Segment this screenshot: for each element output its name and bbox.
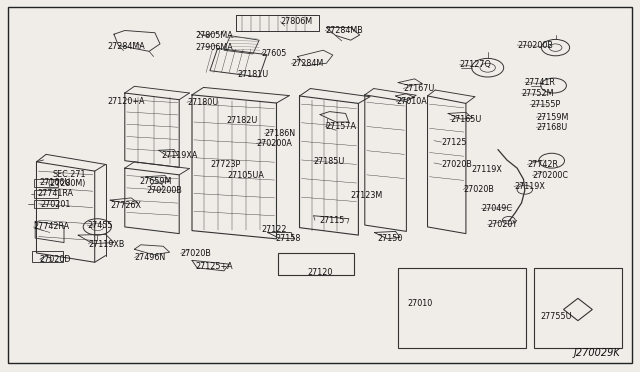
Text: 27752M: 27752M xyxy=(522,89,554,98)
Text: 27125: 27125 xyxy=(442,138,467,147)
Text: 27020B: 27020B xyxy=(463,185,494,194)
Text: 27010A: 27010A xyxy=(396,97,427,106)
Text: 27165U: 27165U xyxy=(450,115,481,124)
Text: 27741R: 27741R xyxy=(525,78,556,87)
Text: 27150: 27150 xyxy=(378,234,403,243)
Text: 27906MA: 27906MA xyxy=(195,43,233,52)
Text: 27181U: 27181U xyxy=(237,70,269,79)
Text: 27127Q: 27127Q xyxy=(460,60,492,69)
Bar xyxy=(278,253,354,275)
Text: 27122: 27122 xyxy=(261,225,287,234)
Text: 27020B: 27020B xyxy=(442,160,472,169)
Bar xyxy=(398,268,526,348)
Text: 27049C: 27049C xyxy=(481,204,512,213)
Bar xyxy=(34,179,58,187)
Text: 27123M: 27123M xyxy=(350,191,382,200)
Text: 27284MB: 27284MB xyxy=(325,26,363,35)
Text: 27742RA: 27742RA xyxy=(33,222,69,231)
Text: 27168U: 27168U xyxy=(536,123,568,132)
Text: 27115: 27115 xyxy=(319,217,345,225)
Text: 27185U: 27185U xyxy=(314,157,345,166)
Text: 270200B: 270200B xyxy=(517,41,553,49)
Text: 27105UA: 27105UA xyxy=(228,171,265,180)
Text: 27723P: 27723P xyxy=(210,160,240,169)
Text: 27741RA: 27741RA xyxy=(37,189,73,198)
Text: 27659M: 27659M xyxy=(140,177,172,186)
Text: 27158: 27158 xyxy=(275,234,301,243)
Text: 27125+A: 27125+A xyxy=(195,262,233,271)
Text: 27020D: 27020D xyxy=(40,255,71,264)
Text: 270200C: 270200C xyxy=(532,171,568,180)
Text: 27167U: 27167U xyxy=(403,84,435,93)
Text: 27159M: 27159M xyxy=(536,113,569,122)
Text: 27020B: 27020B xyxy=(180,249,211,258)
Text: 27605: 27605 xyxy=(261,49,287,58)
Text: 27182U: 27182U xyxy=(227,116,258,125)
Text: 27186N: 27186N xyxy=(264,129,296,138)
Text: 27496N: 27496N xyxy=(134,253,166,262)
Text: 27155P: 27155P xyxy=(530,100,560,109)
Text: 27120+A: 27120+A xyxy=(108,97,145,106)
Text: 27180U: 27180U xyxy=(187,98,218,107)
Text: 27805MA: 27805MA xyxy=(195,31,233,40)
Text: 27284M: 27284M xyxy=(291,60,323,68)
Text: 27742R: 27742R xyxy=(527,160,558,169)
Text: SEC.271: SEC.271 xyxy=(52,170,86,179)
Text: 27166U: 27166U xyxy=(40,178,71,187)
Bar xyxy=(534,268,622,348)
Text: 27120: 27120 xyxy=(307,268,333,277)
Text: 27010: 27010 xyxy=(407,299,432,308)
Text: 27119XB: 27119XB xyxy=(88,240,125,248)
Text: 270201: 270201 xyxy=(40,201,70,209)
Text: 27726X: 27726X xyxy=(110,201,141,210)
Bar xyxy=(34,200,58,208)
Bar xyxy=(32,251,63,262)
Text: 27020Y: 27020Y xyxy=(488,220,518,229)
Text: 27806M: 27806M xyxy=(280,17,312,26)
Text: 27119XA: 27119XA xyxy=(161,151,198,160)
Text: 27755U: 27755U xyxy=(540,312,572,321)
Text: 27455: 27455 xyxy=(87,221,113,230)
Text: 27119X: 27119X xyxy=(514,182,545,191)
Bar xyxy=(34,190,58,198)
Text: 270200A: 270200A xyxy=(256,139,292,148)
Text: 27119X: 27119X xyxy=(471,165,502,174)
Text: 27284MA: 27284MA xyxy=(108,42,145,51)
Text: J270029K: J270029K xyxy=(574,348,621,358)
Text: 270200B: 270200B xyxy=(146,186,182,195)
Text: 27157A: 27157A xyxy=(325,122,356,131)
Text: (27280M): (27280M) xyxy=(47,179,86,188)
